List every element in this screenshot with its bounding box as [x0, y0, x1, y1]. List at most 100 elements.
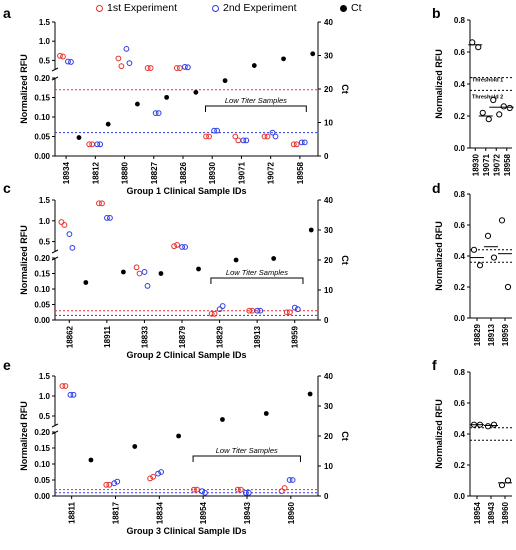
x-tick-label: 18943 — [487, 501, 496, 524]
data-point-exp2 — [216, 306, 223, 313]
y2-axis-title: Ct — [340, 255, 350, 265]
data-point-exp2 — [269, 129, 276, 136]
data-point-ct — [220, 417, 225, 422]
data-point-exp1 — [136, 270, 143, 277]
legend-label-second: 2nd Experiment — [223, 2, 297, 14]
data-point-exp1 — [57, 52, 63, 59]
y-tick-label: 0.6 — [454, 48, 466, 57]
data-point-ct — [193, 89, 199, 95]
y2-tick-label: 0 — [324, 152, 329, 161]
x-tick-label: 18958 — [503, 153, 512, 176]
y-tick-label: 0.6 — [454, 399, 466, 408]
y-tick-label: 0.10 — [34, 285, 50, 294]
y2-tick-label: 30 — [324, 402, 333, 411]
x-tick-label: 18959 — [501, 323, 510, 346]
data-point — [470, 246, 478, 253]
data-point-exp1 — [103, 481, 110, 488]
y-tick-label: 1.5 — [39, 196, 51, 205]
x-tick-label: 18911 — [103, 325, 112, 347]
y-tick-label: 0.15 — [34, 94, 50, 103]
data-point — [475, 44, 482, 51]
data-point-exp1 — [237, 486, 244, 493]
x-tick-label: 18829 — [216, 325, 225, 348]
y-tick-label: 0.00 — [34, 316, 50, 325]
x-tick-label: 18913 — [487, 323, 496, 346]
y-axis-title: Normalized RFU — [434, 399, 444, 469]
x-tick-label: 18954 — [473, 501, 482, 524]
data-point-exp2 — [182, 244, 189, 250]
panel-label-d: d — [432, 180, 441, 196]
data-point-ct — [76, 135, 82, 140]
y-tick-label: 0.20 — [34, 74, 50, 83]
data-point-exp1 — [235, 137, 242, 144]
data-point-exp1 — [203, 133, 209, 140]
x-tick-label: 19071 — [237, 161, 246, 184]
panel-label-f: f — [432, 357, 437, 373]
axis-break-mark — [51, 249, 59, 254]
data-point-exp2 — [301, 139, 308, 146]
data-point-exp1 — [86, 141, 93, 148]
data-point-ct — [83, 280, 89, 285]
data-point-exp1 — [150, 473, 157, 480]
data-point — [496, 111, 503, 118]
x-tick-label: 18943 — [243, 501, 252, 524]
y2-tick-label: 20 — [324, 85, 333, 94]
data-point-exp2 — [245, 489, 252, 496]
x-tick-label: 18879 — [178, 325, 187, 348]
legend-item-ct: Ct — [340, 2, 362, 14]
data-point-exp2 — [158, 469, 165, 475]
data-point-exp1 — [261, 133, 268, 140]
data-point-exp1 — [171, 243, 178, 250]
data-point-ct — [135, 101, 140, 107]
x-tick-label: 18834 — [155, 501, 164, 524]
data-point-exp2 — [272, 133, 279, 140]
y-tick-label: 0.8 — [454, 190, 466, 199]
y2-tick-label: 30 — [324, 226, 333, 235]
data-point-ct — [251, 63, 257, 68]
panel-label-a: a — [3, 5, 11, 21]
x-axis-title: Group 3 Clinical Sample IDs — [126, 526, 246, 536]
data-point-exp1 — [290, 141, 297, 148]
data-point-exp2 — [184, 64, 191, 71]
data-point-exp2 — [219, 303, 226, 309]
y-tick-label: 0.00 — [34, 492, 50, 501]
data-point-exp1 — [59, 383, 66, 389]
data-point-ct — [271, 256, 277, 261]
x-axis-title: Group 2 Clinical Sample IDs — [126, 350, 246, 360]
y-tick-label: 0.5 — [39, 238, 51, 247]
data-point — [498, 217, 506, 224]
data-point-exp2 — [107, 214, 113, 221]
data-point-exp2 — [240, 137, 247, 144]
x-axis-title: Group 1 Clinical Sample IDs — [126, 186, 246, 196]
data-point-exp2 — [214, 127, 220, 134]
data-point — [504, 283, 512, 291]
black-filled-circle-icon — [340, 4, 347, 12]
y-tick-label: 1.0 — [39, 392, 51, 401]
data-point-exp2 — [243, 137, 250, 144]
data-point — [484, 232, 492, 239]
y2-tick-label: 10 — [324, 286, 333, 295]
data-point — [469, 39, 476, 46]
data-point-exp1 — [147, 65, 154, 71]
data-point-exp2 — [254, 307, 261, 314]
legend-label-first: 1st Experiment — [107, 2, 178, 14]
x-tick-label: 18812 — [91, 161, 100, 184]
blue-open-circle-icon — [212, 4, 219, 12]
y2-tick-label: 10 — [324, 119, 333, 128]
y-axis-title: Normalized RFU — [19, 54, 29, 124]
y-tick-label: 0.15 — [34, 444, 50, 453]
x-tick-label: 18954 — [199, 501, 208, 524]
data-point-exp2 — [104, 214, 110, 221]
data-point-ct — [233, 257, 239, 263]
low-titer-bracket — [210, 277, 304, 284]
data-point-exp2 — [286, 477, 293, 483]
data-point-ct — [196, 266, 201, 272]
data-point-exp2 — [155, 110, 162, 116]
y-tick-label: 0.00 — [34, 152, 50, 161]
y-axis-title: Normalized RFU — [434, 221, 444, 291]
y-tick-label: 0.05 — [34, 133, 50, 142]
y-tick-label: 0.2 — [454, 283, 466, 292]
data-point-ct — [308, 227, 314, 233]
data-point-ct — [281, 56, 286, 62]
low-titer-label: Low Titer Samples — [225, 96, 287, 105]
